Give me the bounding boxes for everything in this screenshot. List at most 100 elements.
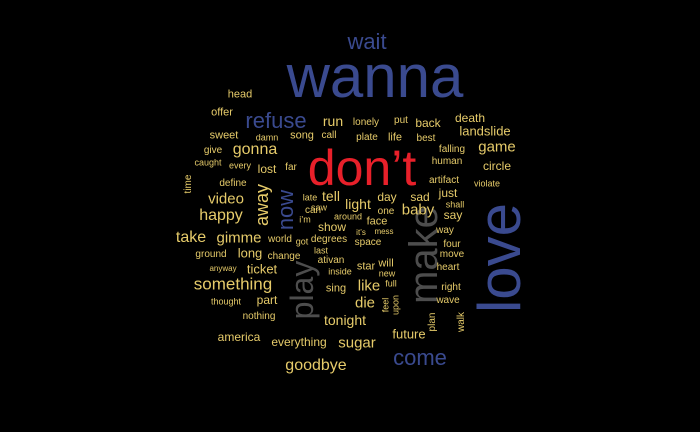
word-10: something [193, 274, 273, 294]
word-33: show [317, 220, 347, 234]
word-40: offer [211, 106, 233, 119]
word-54: far [285, 162, 297, 173]
word-79: move [439, 249, 465, 260]
word-32: circle [482, 159, 512, 173]
word-0: wanna [286, 43, 464, 110]
word-8: now [273, 189, 298, 231]
word-88: sing [325, 282, 347, 295]
word-57: violate [473, 178, 501, 189]
word-61: saw [310, 202, 328, 213]
word-86: heart [436, 262, 460, 273]
word-45: put [394, 115, 408, 126]
word-84: will [378, 257, 394, 270]
word-9: away [252, 183, 272, 227]
word-22: sugar [338, 334, 376, 352]
word-31: back [415, 116, 441, 130]
word-26: tell [322, 188, 340, 204]
word-76: ground [195, 249, 227, 260]
word-2: love [466, 202, 533, 314]
word-30: death [454, 111, 486, 125]
word-46: plate [356, 132, 378, 143]
word-1: don’t [307, 140, 417, 196]
word-51: falling [438, 144, 466, 155]
word-24: future [392, 326, 426, 342]
word-65: i’m [299, 214, 311, 225]
word-70: got [295, 236, 309, 247]
word-18: game [478, 138, 516, 156]
word-90: thought [210, 296, 242, 307]
word-56: artifact [428, 175, 460, 186]
word-48: best [416, 133, 436, 144]
word-11: goodbye [285, 357, 347, 374]
word-49: damn [255, 132, 279, 143]
word-87: full [385, 278, 397, 289]
word-80: ativan [317, 255, 345, 266]
word-89: right [441, 282, 461, 293]
word-39: head [227, 88, 253, 101]
word-60: late [302, 192, 318, 203]
word-13: happy [199, 207, 243, 224]
word-19: landslide [459, 123, 511, 139]
word-98: america [217, 330, 261, 344]
word-63: one [377, 206, 395, 217]
word-93: upon [390, 294, 401, 316]
word-50: give [203, 145, 223, 156]
word-6: refuse [245, 108, 307, 133]
word-29: long [237, 245, 263, 261]
word-68: way [436, 225, 454, 236]
word-38: lost [257, 162, 277, 176]
word-36: just [438, 186, 458, 200]
word-28: ticket [246, 261, 278, 277]
word-43: call [321, 130, 337, 141]
word-58: time [183, 174, 194, 194]
word-78: last [313, 245, 329, 256]
word-67: face [366, 215, 388, 228]
word-15: gimme [216, 229, 262, 247]
word-25: run [322, 113, 344, 129]
word-99: everything [271, 335, 327, 349]
word-35: sad [410, 190, 430, 204]
word-47: life [387, 131, 403, 144]
word-52: caught [194, 157, 222, 168]
word-3: make [402, 206, 446, 304]
word-62: can [304, 205, 322, 216]
word-53: every [228, 160, 252, 171]
word-23: tonight [323, 312, 367, 328]
word-14: take [175, 229, 207, 246]
word-42: song [290, 129, 314, 142]
word-97: nothing [242, 311, 276, 322]
word-59: define [219, 178, 247, 189]
word-44: lonely [352, 117, 380, 128]
word-7: come [393, 345, 447, 370]
word-73: mess [374, 227, 394, 236]
word-17: baby [401, 201, 435, 219]
word-96: walk [456, 311, 467, 333]
word-82: inside [328, 266, 352, 277]
word-34: day [377, 190, 397, 204]
word-71: degrees [310, 234, 348, 245]
word-75: four [443, 239, 461, 250]
word-12: gonna [232, 141, 278, 158]
word-21: die [354, 294, 376, 312]
word-16: video [208, 190, 244, 208]
word-41: sweet [209, 129, 239, 142]
word-72: it’s [356, 228, 366, 237]
word-77: change [267, 251, 301, 262]
word-92: feel [380, 297, 391, 313]
word-81: anyway [209, 264, 237, 273]
word-27: light [345, 196, 371, 212]
word-37: say [443, 208, 463, 222]
word-95: plan [427, 312, 438, 332]
word-55: human [431, 156, 463, 167]
word-64: shall [445, 199, 465, 210]
word-69: world [268, 234, 292, 245]
word-4: play [284, 260, 320, 320]
word-20: like [357, 277, 381, 295]
word-91: part [256, 293, 278, 307]
word-85: new [378, 268, 396, 279]
word-83: star [356, 260, 376, 273]
word-66: around [333, 211, 363, 222]
word-74: space [354, 237, 382, 248]
word-5: wait [347, 29, 387, 54]
